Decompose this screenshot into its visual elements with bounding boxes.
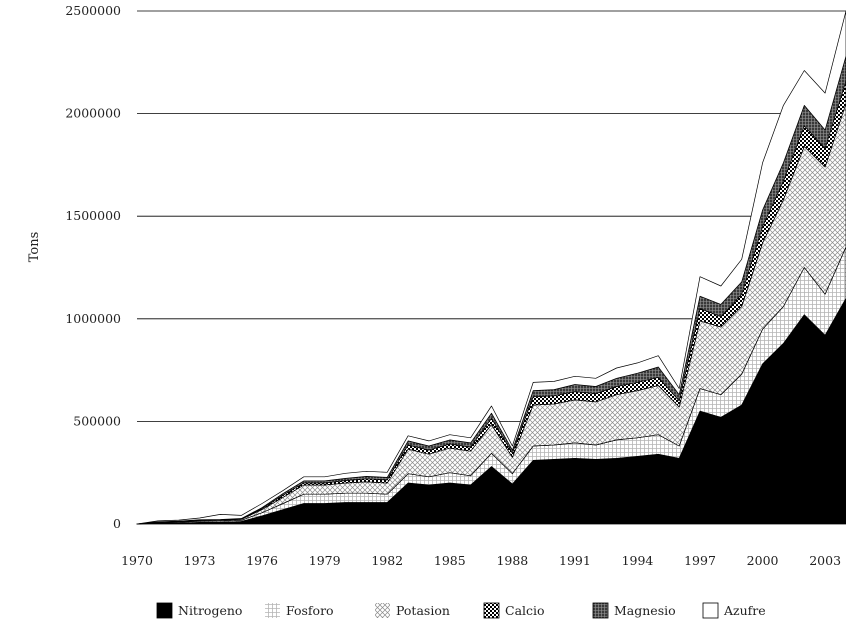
area-series	[136, 10, 846, 525]
legend-item-nitrogeno: Nitrogeno	[156, 602, 242, 619]
y-tick-label: 2000000	[65, 106, 121, 121]
legend-swatch	[592, 602, 609, 619]
x-tick-label: 1988	[496, 553, 528, 568]
x-tick-label: 1982	[371, 553, 403, 568]
legend-label: Nitrogeno	[178, 603, 242, 618]
x-tick-label: 1991	[559, 553, 591, 568]
series-area-azufre	[136, 10, 846, 525]
y-tick-label: 500000	[73, 413, 121, 428]
x-tick-label: 2000	[747, 553, 779, 568]
y-tick-label: 1500000	[65, 208, 121, 223]
legend-label: Potasion	[396, 603, 450, 618]
x-axis: 1970 1973 1976 1979 1982 1985 1988 1991 1994 1997…	[121, 553, 841, 568]
x-tick-label: 1973	[184, 553, 216, 568]
y-tick-label: 0	[113, 516, 121, 531]
legend-item-fosforo: Fosforo	[265, 603, 334, 618]
legend-item-magnesio: Magnesio	[592, 602, 676, 619]
legend-swatch	[483, 602, 500, 619]
legend-item-potasion: Potasion	[375, 603, 450, 618]
x-tick-label: 1979	[309, 553, 341, 568]
legend-label: Magnesio	[614, 603, 676, 618]
legend-swatch	[375, 603, 390, 618]
y-tick-label: 1000000	[65, 311, 121, 326]
legend-swatch	[265, 603, 280, 618]
legend-label: Fosforo	[286, 603, 334, 618]
x-tick-label: 1994	[622, 553, 654, 568]
legend-swatch	[702, 602, 719, 619]
x-tick-label: 1997	[684, 553, 716, 568]
y-axis: 0 500000 1000000 1500000 2000000 2500000	[65, 3, 121, 531]
legend-label: Calcio	[505, 603, 545, 618]
x-tick-label: 1985	[434, 553, 466, 568]
y-tick-label: 2500000	[65, 3, 121, 18]
x-tick-label: 1976	[246, 553, 278, 568]
x-tick-label: 2003	[809, 553, 841, 568]
legend-label: Azufre	[723, 603, 766, 618]
legend-item-calcio: Calcio	[483, 602, 545, 619]
legend: Nitrogeno Fosforo Potasion Calcio Magnesio Az…	[156, 602, 766, 619]
x-tick-label: 1970	[121, 553, 153, 568]
y-axis-title: Tons	[27, 232, 42, 263]
legend-item-azufre: Azufre	[702, 602, 766, 619]
legend-swatch	[156, 602, 173, 619]
